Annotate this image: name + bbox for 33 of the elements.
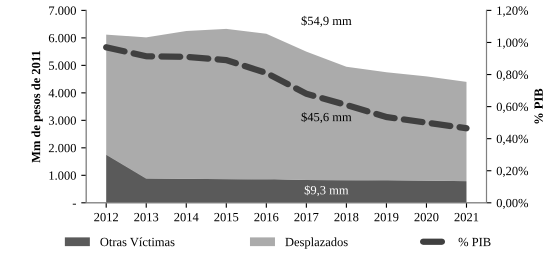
x-tick-label: 2012	[94, 212, 118, 222]
y-tick-label: -	[72, 204, 76, 205]
y2-tick-label: 1,00%	[497, 38, 528, 49]
legend-label: Desplazados	[285, 237, 348, 249]
y2-tick-label: 0,80%	[496, 70, 528, 81]
y-axis-title: Mm de pesos de 2011	[31, 50, 43, 163]
x-tick-label: 2014	[174, 212, 199, 222]
x-tick-label: 2016	[254, 212, 278, 222]
x-tick-label: 2021	[454, 212, 478, 222]
x-tick-label: 2020	[414, 212, 438, 222]
y-tick-label: 5.000	[49, 61, 76, 70]
annotation: $9,3 mm	[304, 185, 348, 196]
y2-tick-label: 0,60%	[496, 102, 528, 113]
legend-label: Otras Víctimas	[100, 237, 175, 246]
y-tick-label: 7.000	[49, 6, 76, 15]
y-tick-label: 2.000	[48, 144, 76, 152]
y2-tick-label: 0,20%	[496, 166, 528, 177]
y-tick-label: 1.000	[49, 171, 76, 180]
y2-tick-label: 1,20%	[497, 6, 528, 17]
legend-label: % PIB	[458, 238, 491, 246]
x-tick-label: 2013	[134, 212, 158, 222]
y2-axis-title: % PIB	[534, 88, 543, 124]
annotation: $45,6 mm	[302, 112, 352, 124]
annotation: $54,9 mm	[302, 16, 352, 27]
x-tick-label: 2018	[334, 212, 358, 222]
x-tick-label: 2015	[214, 212, 238, 222]
y2-tick-label: 0,00%	[496, 198, 528, 210]
y-tick-label: 3.000	[48, 116, 76, 125]
y2-tick-label: 0,40%	[496, 134, 528, 145]
x-tick-label: 2019	[374, 212, 398, 222]
y-tick-label: 6.000	[48, 34, 76, 42]
x-tick-label: 2017	[294, 212, 318, 222]
y-tick-label: 4.000	[48, 88, 76, 98]
